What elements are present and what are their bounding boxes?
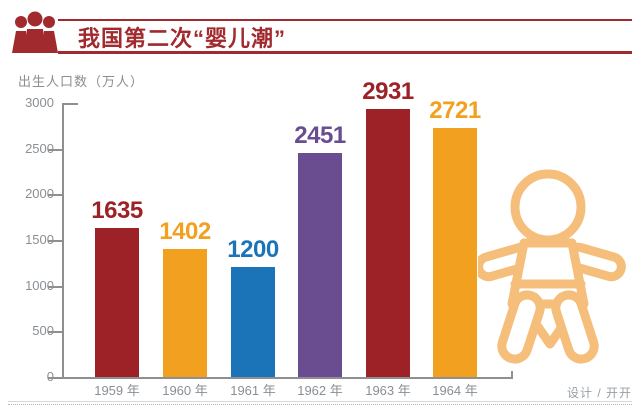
y-tick-mark [48,194,62,197]
y-tick-mark [48,331,62,334]
x-axis-line [62,377,513,379]
y-axis-line [62,103,64,377]
footer-dotted-rule [8,404,632,405]
y-tick-label: 0 [46,369,54,384]
y-tick-mark [48,377,62,379]
page-title: 我国第二次“婴儿潮” [78,26,287,51]
x-tick-label: 1962 年 [297,383,343,398]
design-credit: 设计 / 开开 [566,386,632,400]
y-tick-label: 3000 [25,95,54,110]
bar-value-label: 2451 [294,122,346,150]
bar-value-label: 1402 [159,217,211,245]
bar-1963 [366,109,410,377]
people-group-icon [12,11,58,53]
bar-value-label: 1635 [91,196,143,224]
y-tick-mark [48,240,62,242]
bar-value-label: 2721 [429,97,481,125]
bar-value-label: 1200 [227,236,279,264]
x-tick-label: 1959 年 [94,383,140,398]
y-axis-title: 出生人口数（万人） [18,74,145,89]
y-tick-label: 2000 [25,186,54,202]
x-tick-label: 1963 年 [365,383,411,398]
x-tick-label: 1961 年 [230,383,276,398]
bar-1964 [433,128,477,377]
header-rule-bottom [58,51,632,54]
x-tick-label: 1960 年 [162,383,208,398]
bar-1960 [163,248,207,377]
bar-1959 [95,227,139,377]
y-tick-label: 500 [32,323,54,339]
baby-icon [478,169,626,364]
x-tick-label: 1964 年 [432,383,478,398]
bar-1962 [298,153,342,377]
x-axis-end-tick [511,371,513,378]
y-tick-label: 1500 [25,232,54,247]
y-tick-label: 1000 [25,277,54,293]
bar-1961 [231,267,275,377]
y-tick-label: 2500 [25,140,54,156]
bar-value-label: 2931 [362,78,414,106]
y-tick-mark [48,285,62,288]
y-tick-mark [48,148,62,151]
header-rule-top [58,19,632,21]
y-tick-mark [62,103,78,105]
footer-rule [8,401,632,402]
